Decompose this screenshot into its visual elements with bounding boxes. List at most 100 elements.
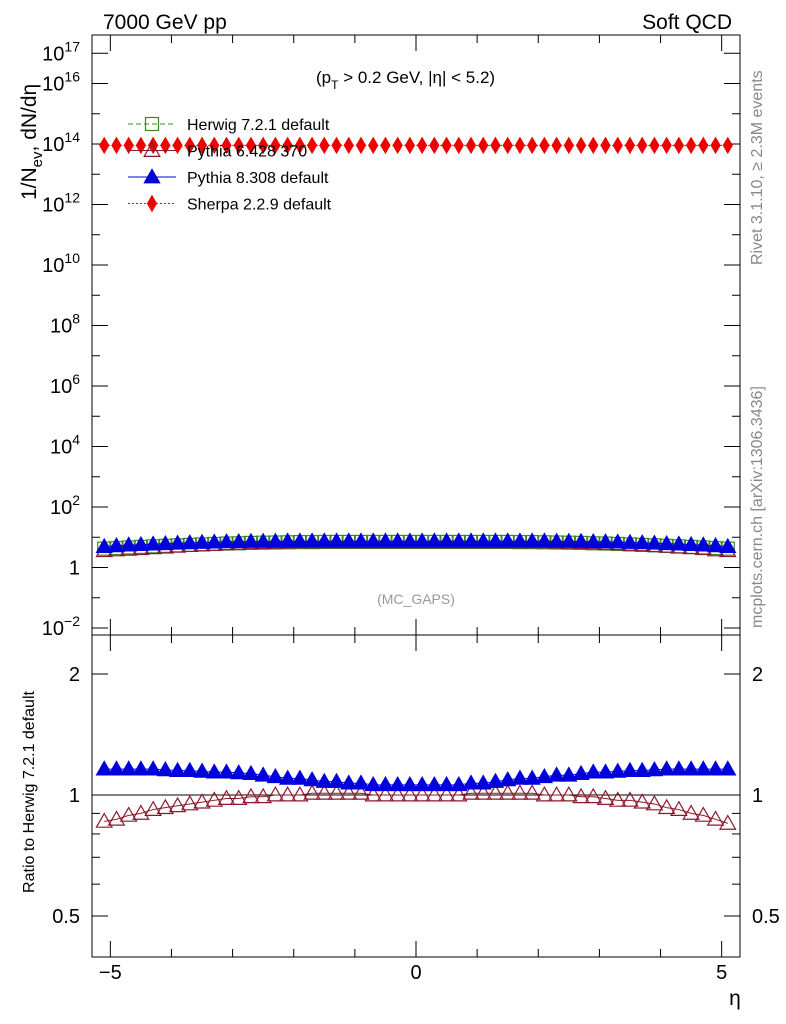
legend-marker <box>146 194 158 213</box>
ratio-data-point <box>450 776 468 792</box>
data-point <box>584 532 602 549</box>
tick-exponent: −2 <box>64 613 80 629</box>
main-y-axis-label-prefix: 1/N <box>18 167 41 200</box>
ratio-data-point <box>523 784 541 800</box>
ratio-data-point <box>694 806 713 822</box>
data-point <box>404 136 416 155</box>
data-point <box>527 136 538 155</box>
data-point <box>181 534 199 550</box>
cuts-label: (pT > 0.2 GeV, |η| < 5.2) <box>316 68 495 92</box>
data-point <box>294 136 305 155</box>
x-axis-label: η <box>729 987 741 1010</box>
legend: Herwig 7.2.1 default Pythia 6.428 370 Pyth… <box>128 116 332 214</box>
data-point <box>327 532 346 548</box>
ratio-data-point <box>621 761 639 777</box>
main-y-tick-label: 1016 <box>42 69 80 96</box>
ratio-data-point <box>242 764 260 781</box>
ratio-y-tick-label-right: 1 <box>752 785 763 807</box>
series-2 <box>95 532 737 553</box>
ratio-data-point <box>462 774 480 790</box>
ratio-data-point <box>437 776 456 792</box>
data-point <box>588 136 599 155</box>
data-point <box>682 535 700 551</box>
legend-item: Pythia 6.428 370 <box>128 141 307 161</box>
data-point <box>331 136 342 155</box>
data-point <box>388 532 407 548</box>
data-point <box>514 136 526 155</box>
ratio-data-point <box>694 760 712 776</box>
ratio-tick-labels: 0.5 0.5 1 1 2 2 −5 0 5 <box>52 664 780 984</box>
ratio-data-point <box>596 763 615 779</box>
ratio-series-1 <box>95 760 737 792</box>
data-point <box>99 136 110 155</box>
data-point <box>523 532 541 548</box>
main-y-axis-label: 1/Nev, dN/dη <box>18 84 46 200</box>
ratio-data-point <box>340 774 358 790</box>
ratio-data-point <box>608 791 627 807</box>
ratio-data-point <box>633 793 652 809</box>
legend-marker <box>143 168 161 184</box>
ratio-data-point <box>315 772 333 788</box>
data-point <box>612 136 623 155</box>
data-point <box>123 136 134 155</box>
tick-exponent: 2 <box>72 492 80 508</box>
data-point <box>132 535 150 551</box>
data-point <box>563 136 574 155</box>
ratio-data-point <box>217 789 236 805</box>
ratio-data-point <box>572 787 590 804</box>
legend-label: Pythia 6.428 370 <box>187 144 307 161</box>
data-point <box>624 136 636 155</box>
ratio-data-point <box>498 784 517 800</box>
ratio-data-point <box>303 784 321 800</box>
ratio-series-line <box>104 792 728 824</box>
data-point <box>633 534 651 550</box>
data-point <box>502 136 513 155</box>
data-point <box>217 533 236 549</box>
ratio-y-tick-label-right: 2 <box>752 664 763 686</box>
ratio-data-point <box>719 760 737 776</box>
data-point <box>184 136 195 155</box>
data-point <box>160 136 171 155</box>
cuts-label-b: > 0.2 GeV, |η| < 5.2) <box>338 68 495 87</box>
ratio-data-point <box>657 760 676 776</box>
ratio-data-point <box>596 789 615 805</box>
data-point <box>368 136 379 155</box>
ratio-data-point <box>474 774 492 790</box>
ratio-data-point <box>682 760 700 776</box>
data-point <box>364 532 382 548</box>
data-point <box>694 536 712 552</box>
ratio-y-tick-label: 2 <box>69 664 80 686</box>
data-point <box>698 136 709 155</box>
tick-base: 10 <box>42 134 64 156</box>
tick-exponent: 16 <box>64 69 80 85</box>
tick-exponent: 8 <box>72 311 80 327</box>
ratio-data-point <box>437 785 456 802</box>
cuts-label-a: (p <box>316 68 331 87</box>
ratio-data-point <box>388 776 407 792</box>
data-point <box>270 136 281 155</box>
data-point <box>193 533 211 549</box>
data-point <box>649 136 660 155</box>
ratio-data-point <box>511 769 529 785</box>
ratio-data-point <box>584 763 602 779</box>
ratio-data-point <box>376 776 395 792</box>
ratio-series-group <box>95 760 737 830</box>
data-point <box>719 537 737 553</box>
ratio-data-point <box>168 796 187 813</box>
ratio-data-point <box>535 785 554 802</box>
tick-exponent: 6 <box>72 371 80 387</box>
ratio-data-point <box>327 784 346 800</box>
data-point <box>209 136 220 155</box>
tick-base: 10 <box>42 74 64 96</box>
main-y-axis-label-sub: ev <box>29 151 46 167</box>
ratio-data-point <box>462 784 480 800</box>
ratio-data-point <box>449 785 468 802</box>
legend-item: Pythia 8.308 default <box>128 168 329 187</box>
main-y-tick-label: 1017 <box>42 38 80 65</box>
data-point <box>401 532 419 548</box>
tick-base: 10 <box>50 376 72 398</box>
main-y-tick-label: 1010 <box>42 250 80 277</box>
ratio-data-point <box>584 787 603 804</box>
data-point <box>111 136 122 155</box>
